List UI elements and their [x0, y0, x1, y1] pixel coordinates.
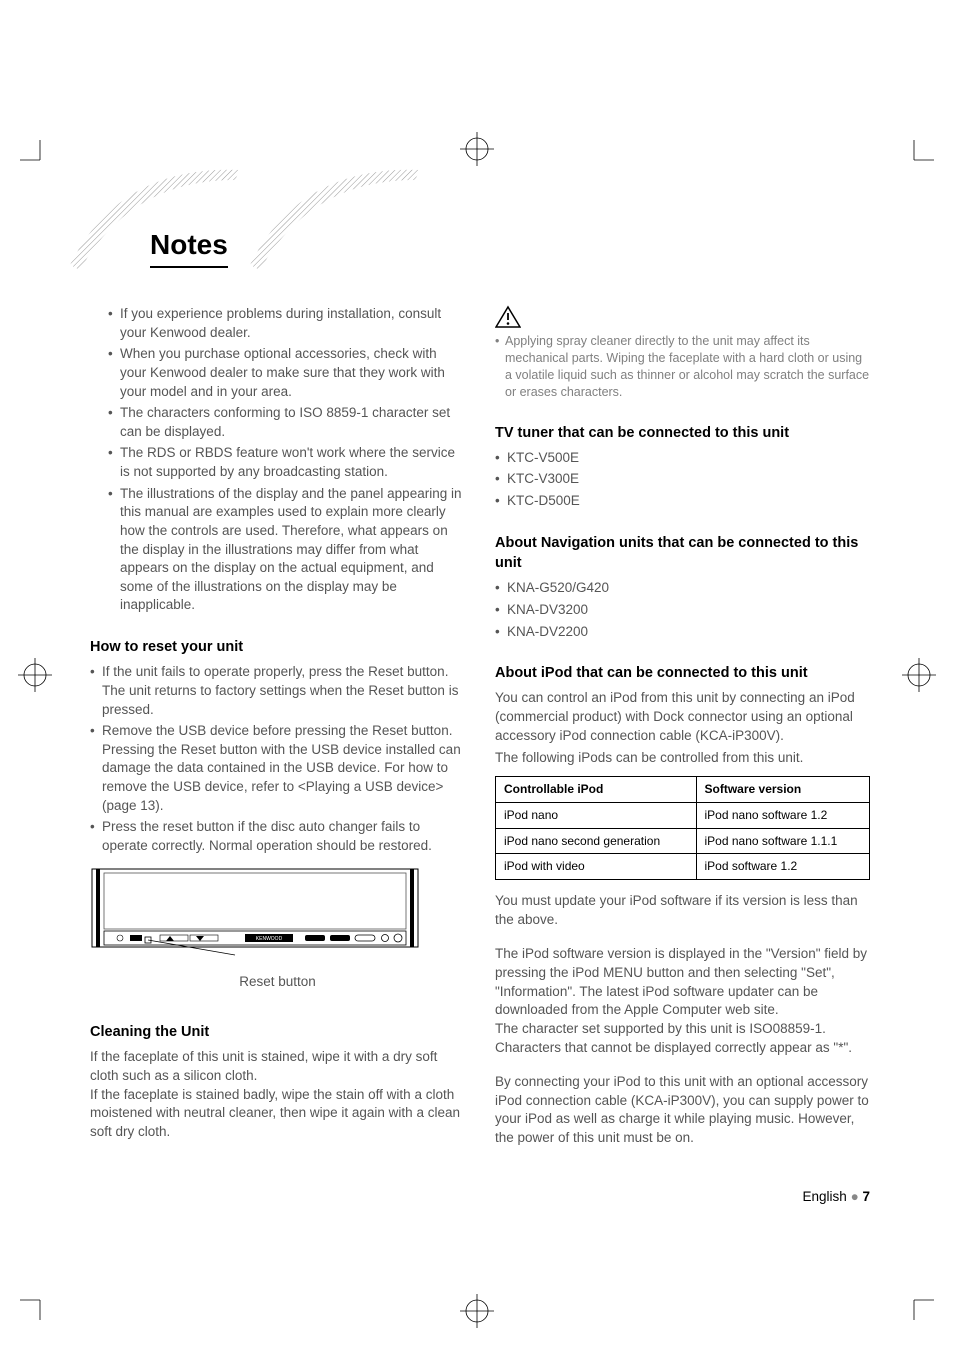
ipod-table-intro: The following iPods can be controlled fr… — [495, 749, 870, 768]
ipod-intro: You can control an iPod from this unit b… — [495, 689, 870, 745]
ipod-charset: The character set supported by this unit… — [495, 1020, 870, 1039]
intro-item: If you experience problems during instal… — [108, 305, 465, 342]
registration-mark-icon — [18, 658, 52, 692]
ipod-version-para: The iPod software version is displayed i… — [495, 945, 870, 1020]
navigation-item: KNA-G520/G420 — [495, 579, 870, 598]
page-title: Notes — [150, 229, 228, 260]
cleaning-para2: If the faceplate is stained badly, wipe … — [90, 1086, 465, 1142]
reset-list: If the unit fails to operate properly, p… — [90, 663, 465, 855]
footer-lang: English — [803, 1189, 847, 1204]
tv-tuner-heading: TV tuner that can be connected to this u… — [495, 423, 870, 443]
reset-item: Remove the USB device before pressing th… — [90, 722, 465, 815]
intro-item: When you purchase optional accessories, … — [108, 345, 465, 401]
cleaning-para1: If the faceplate of this unit is stained… — [90, 1048, 465, 1085]
table-header: Software version — [696, 776, 869, 802]
tv-tuner-item: KTC-V300E — [495, 470, 870, 489]
registration-mark-icon — [902, 658, 936, 692]
navigation-item: KNA-DV3200 — [495, 601, 870, 620]
crop-mark-icon — [904, 1290, 934, 1320]
footer-page: 7 — [862, 1189, 870, 1204]
reset-item: Press the reset button if the disc auto … — [90, 818, 465, 855]
ipod-update-note: You must update your iPod software if it… — [495, 892, 870, 929]
table-cell: iPod nano — [496, 802, 697, 828]
registration-mark-icon — [460, 132, 494, 166]
footer-dot-icon: ● — [851, 1189, 863, 1204]
ipod-chars-note: Characters that cannot be displayed corr… — [495, 1039, 870, 1058]
navigation-heading: About Navigation units that can be conne… — [495, 533, 870, 574]
header: Notes — [90, 165, 870, 285]
right-column: Applying spray cleaner directly to the u… — [495, 305, 870, 1207]
warning-text: Applying spray cleaner directly to the u… — [495, 333, 870, 401]
table-cell: iPod nano second generation — [496, 828, 697, 854]
table-cell: iPod nano software 1.2 — [696, 802, 869, 828]
hatch-decoration-icon — [240, 155, 440, 275]
cleaning-heading: Cleaning the Unit — [90, 1022, 465, 1042]
table-row: iPod nano iPod nano software 1.2 — [496, 802, 870, 828]
reset-caption: Reset button — [90, 973, 465, 992]
page-title-wrap: Notes — [150, 225, 228, 268]
table-row: iPod nano second generation iPod nano so… — [496, 828, 870, 854]
table-row: Controllable iPod Software version — [496, 776, 870, 802]
crop-mark-icon — [20, 1290, 50, 1320]
tv-tuner-item: KTC-V500E — [495, 449, 870, 468]
table-cell: iPod nano software 1.1.1 — [696, 828, 869, 854]
intro-item: The characters conforming to ISO 8859-1 … — [108, 404, 465, 441]
navigation-list: KNA-G520/G420 KNA-DV3200 KNA-DV2200 — [495, 579, 870, 641]
tv-tuner-item: KTC-D500E — [495, 492, 870, 511]
reset-item: If the unit fails to operate properly, p… — [90, 663, 465, 719]
svg-text:KENWOOD: KENWOOD — [256, 936, 283, 942]
ipod-table: Controllable iPod Software version iPod … — [495, 776, 870, 880]
table-row: iPod with video iPod software 1.2 — [496, 854, 870, 880]
columns: If you experience problems during instal… — [90, 305, 870, 1207]
navigation-item: KNA-DV2200 — [495, 623, 870, 642]
page-content: Notes If you experience problems during … — [90, 165, 870, 1207]
ipod-power-para: By connecting your iPod to this unit wit… — [495, 1073, 870, 1148]
table-header: Controllable iPod — [496, 776, 697, 802]
left-column: If you experience problems during instal… — [90, 305, 465, 1207]
ipod-heading: About iPod that can be connected to this… — [495, 663, 870, 683]
intro-list: If you experience problems during instal… — [108, 305, 465, 615]
crop-mark-icon — [20, 140, 50, 170]
tv-tuner-list: KTC-V500E KTC-V300E KTC-D500E — [495, 449, 870, 511]
crop-mark-icon — [904, 140, 934, 170]
page-footer: English ● 7 — [495, 1188, 870, 1207]
reset-unit-illustration: KENWOOD — [90, 867, 420, 962]
table-cell: iPod software 1.2 — [696, 854, 869, 880]
intro-item: The RDS or RBDS feature won't work where… — [108, 444, 465, 481]
reset-heading: How to reset your unit — [90, 637, 465, 657]
intro-item: The illustrations of the display and the… — [108, 485, 465, 615]
registration-mark-icon — [460, 1294, 494, 1328]
table-cell: iPod with video — [496, 854, 697, 880]
warning-icon — [495, 305, 521, 329]
